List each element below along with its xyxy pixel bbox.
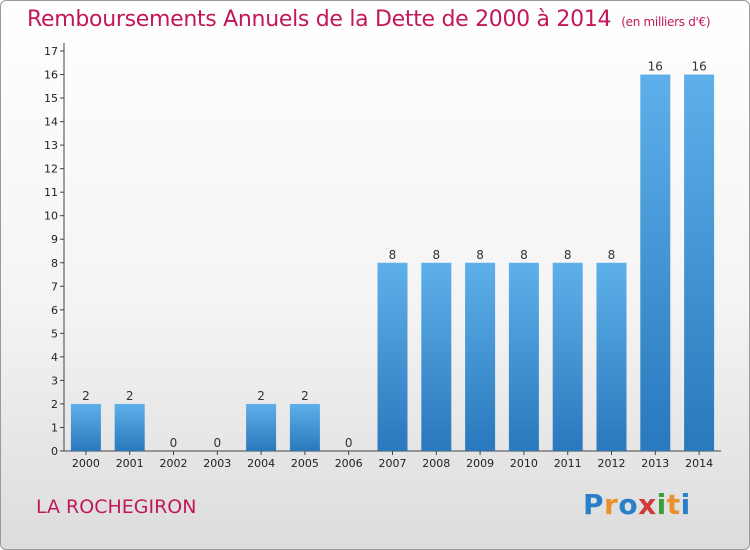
logo-letter: t — [666, 488, 681, 521]
bar — [377, 262, 408, 451]
x-tick-label: 2003 — [203, 457, 231, 470]
bar — [289, 403, 320, 451]
data-label: 2 — [301, 389, 309, 403]
data-label: 8 — [389, 248, 397, 262]
bar — [70, 403, 101, 451]
x-tick-label: 2000 — [72, 457, 100, 470]
x-tick-label: 2014 — [685, 457, 713, 470]
y-tick-label: 1 — [51, 421, 58, 434]
y-tick-label: 12 — [44, 163, 58, 176]
x-tick-label: 2002 — [160, 457, 188, 470]
title-text: Remboursements Annuels de la Dette de 20… — [27, 7, 612, 32]
data-label: 2 — [257, 389, 265, 403]
bar — [114, 403, 145, 451]
x-tick-label: 2008 — [422, 457, 450, 470]
x-tick-label: 2011 — [554, 457, 582, 470]
logo-letter: o — [618, 488, 639, 521]
data-label: 16 — [691, 60, 706, 74]
y-tick-label: 11 — [44, 186, 58, 199]
bar — [421, 262, 452, 451]
x-tick-label: 2007 — [379, 457, 407, 470]
bar — [684, 74, 715, 451]
x-tick-label: 2013 — [641, 457, 669, 470]
bar — [552, 262, 583, 451]
data-label: 2 — [82, 389, 90, 403]
y-tick-label: 2 — [51, 398, 58, 411]
x-tick-label: 2004 — [247, 457, 275, 470]
y-tick-label: 0 — [51, 445, 58, 458]
commune-name: LA ROCHEGIRON — [36, 496, 197, 518]
y-tick-label: 7 — [51, 280, 58, 293]
y-tick-label: 15 — [44, 92, 58, 105]
x-tick-label: 2009 — [466, 457, 494, 470]
y-tick-label: 17 — [44, 45, 58, 58]
data-label: 8 — [432, 248, 440, 262]
bar — [640, 74, 671, 451]
chart-subtitle: (en milliers d'€) — [621, 15, 711, 29]
y-tick-label: 3 — [51, 374, 58, 387]
logo-letter: r — [604, 488, 619, 521]
x-tick-label: 2005 — [291, 457, 319, 470]
data-label: 8 — [476, 248, 484, 262]
logo-letter: i — [680, 488, 691, 521]
data-label: 2 — [126, 389, 134, 403]
data-label: 8 — [520, 248, 528, 262]
y-tick-label: 4 — [51, 351, 58, 364]
y-tick-label: 6 — [51, 304, 58, 317]
x-tick-label: 2006 — [335, 457, 363, 470]
bar — [246, 403, 277, 451]
data-label: 8 — [564, 248, 572, 262]
y-tick-label: 14 — [44, 116, 58, 129]
data-label: 0 — [213, 436, 221, 450]
x-tick-label: 2001 — [116, 457, 144, 470]
logo-letter: P — [583, 488, 605, 521]
chart-title: Remboursements Annuels de la Dette de 20… — [27, 7, 711, 32]
data-label: 16 — [648, 60, 663, 74]
y-tick-label: 9 — [51, 233, 58, 246]
y-tick-label: 8 — [51, 257, 58, 270]
x-tick-label: 2012 — [598, 457, 626, 470]
y-tick-label: 10 — [44, 210, 58, 223]
x-tick-label: 2010 — [510, 457, 538, 470]
y-tick-label: 5 — [51, 327, 58, 340]
proxiti-logo: Proxiti — [583, 488, 691, 521]
bar — [465, 262, 496, 451]
bar — [596, 262, 627, 451]
data-label: 8 — [608, 248, 616, 262]
bar — [508, 262, 539, 451]
y-tick-label: 13 — [44, 139, 58, 152]
logo-letter: x — [638, 488, 657, 521]
data-label: 0 — [170, 436, 178, 450]
logo-letter: i — [656, 488, 667, 521]
y-tick-label: 16 — [44, 69, 58, 82]
data-label: 0 — [345, 436, 353, 450]
